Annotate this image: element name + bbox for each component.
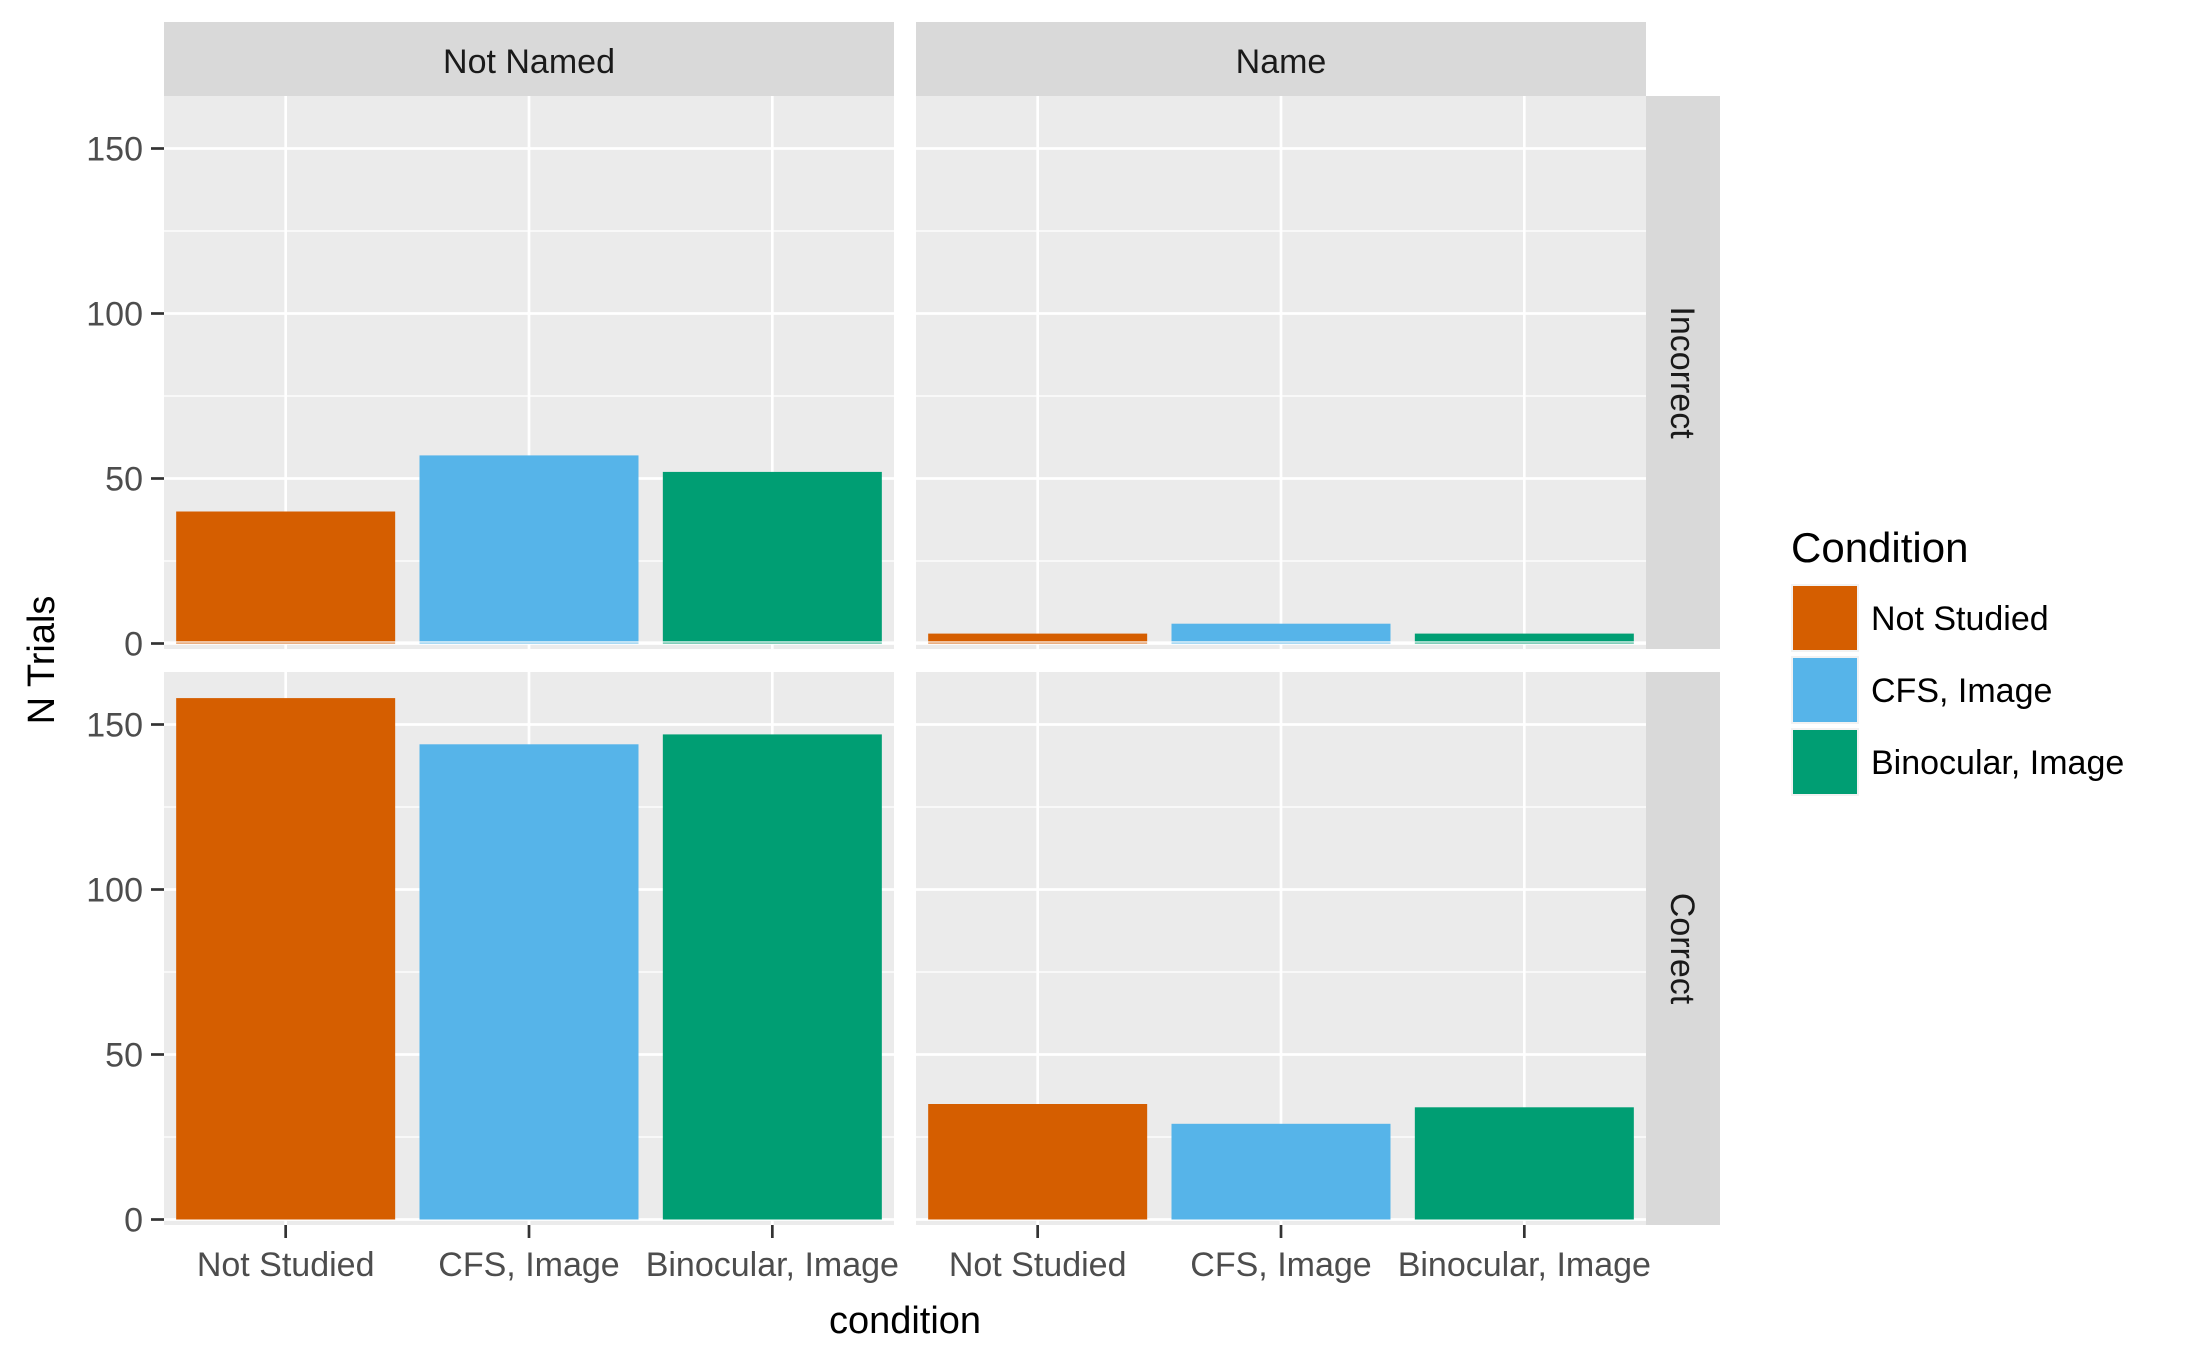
bar-cfs-image <box>419 455 639 644</box>
y-tick-label: 0 <box>124 626 143 664</box>
x-tick-label: CFS, Image <box>1190 1246 1371 1284</box>
strip-incorrect: Incorrect <box>1646 96 1720 649</box>
legend-item-not-studied: Not Studied <box>1791 584 2049 652</box>
legend-swatch <box>1793 658 1857 722</box>
bar-cfs-image <box>1171 1123 1391 1220</box>
y-tick-label: 50 <box>105 1037 143 1075</box>
legend-items: Not Studied CFS, Image Binocular, Image <box>1791 584 2124 796</box>
legend-item-cfs-image: CFS, Image <box>1791 656 2052 724</box>
strip-background <box>1646 96 1720 649</box>
x-axis-not-named: Not Studied CFS, Image Binocular, Image <box>197 1225 899 1284</box>
strip-not-named: Not Named <box>164 22 894 96</box>
strip-label: Not Named <box>443 43 615 81</box>
strip-background <box>1646 672 1720 1225</box>
bar-binocular-image <box>662 471 882 644</box>
y-tick-label: 0 <box>124 1202 143 1240</box>
x-tick-label: Binocular, Image <box>1398 1246 1651 1284</box>
x-tick-label: Binocular, Image <box>646 1246 899 1284</box>
legend-swatch <box>1793 586 1857 650</box>
facet-strips: Not Named Name Incorrect Correct <box>164 22 1720 1225</box>
x-axis-title: condition <box>829 1300 981 1342</box>
legend-swatch <box>1793 730 1857 794</box>
bar-binocular-image <box>1414 1107 1634 1220</box>
y-tick-label: 150 <box>86 707 143 745</box>
bar-cfs-image <box>1171 623 1391 644</box>
strip-correct: Correct <box>1646 672 1720 1225</box>
bar-binocular-image <box>1414 633 1634 644</box>
panel-not-named-incorrect <box>164 65 894 649</box>
legend-label: CFS, Image <box>1871 672 2052 710</box>
x-tick-label: CFS, Image <box>438 1246 619 1284</box>
bar-not-studied <box>176 698 396 1220</box>
x-tick-label: Not Studied <box>949 1246 1127 1284</box>
x-axis-name: Not Studied CFS, Image Binocular, Image <box>949 1225 1651 1284</box>
panels-layer <box>164 65 1646 1225</box>
strip-background <box>164 22 894 96</box>
bar-not-studied <box>928 1104 1148 1220</box>
y-tick-label: 100 <box>86 872 143 910</box>
bar-binocular-image <box>662 734 882 1220</box>
panel-name-incorrect <box>916 65 1646 649</box>
y-tick-label: 100 <box>86 296 143 334</box>
strip-label: Name <box>1236 43 1327 81</box>
legend-item-binocular-image: Binocular, Image <box>1791 728 2124 796</box>
y-tick-label: 50 <box>105 461 143 499</box>
strip-label: Incorrect <box>1663 306 1701 439</box>
x-tick-label: Not Studied <box>197 1246 375 1284</box>
y-axis-incorrect: 0 50 100 150 <box>86 131 164 664</box>
legend-label: Not Studied <box>1871 600 2049 638</box>
y-tick-label: 150 <box>86 131 143 169</box>
strip-name: Name <box>916 22 1646 96</box>
panel-name-correct <box>916 641 1646 1225</box>
strip-label: Correct <box>1663 893 1701 1005</box>
legend-label: Binocular, Image <box>1871 744 2124 782</box>
legend-title: Condition <box>1791 524 1968 571</box>
axes: 0 50 100 150 0 50 100 150 Not Studied CFS, Image B… <box>86 131 1651 1285</box>
y-axis-correct: 0 50 100 150 <box>86 707 164 1240</box>
bar-not-studied <box>928 633 1148 644</box>
y-axis-title: N Trials <box>21 596 63 725</box>
bar-not-studied <box>176 511 396 644</box>
panel-not-named-correct <box>164 641 894 1225</box>
legend: Condition Not Studied CFS, Image Binocular… <box>1791 524 2124 796</box>
bar-cfs-image <box>419 744 639 1220</box>
strip-background <box>916 22 1646 96</box>
